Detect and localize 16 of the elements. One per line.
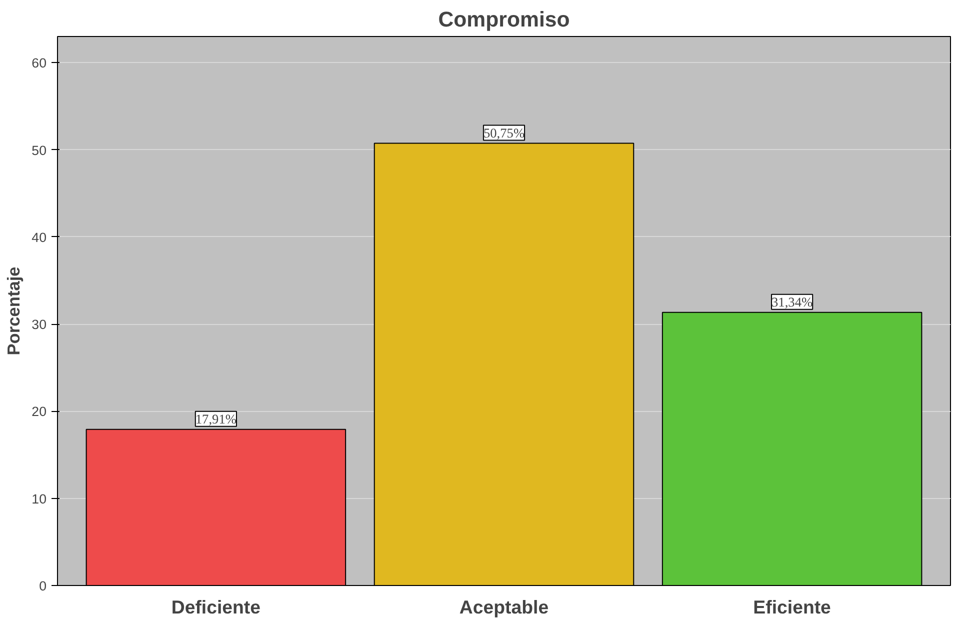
y-tick-label: 40 (32, 230, 47, 245)
x-tick-label: Deficiente (171, 596, 261, 618)
y-tick-label: 0 (39, 578, 47, 594)
data-label: 17,91% (195, 411, 236, 426)
chart-title: Compromiso (438, 8, 570, 32)
bar (374, 142, 634, 586)
y-tick-label: 30 (32, 317, 47, 332)
y-tick-label: 20 (32, 404, 47, 420)
y-tick-label: 60 (32, 56, 47, 71)
y-tick-label: 50 (32, 142, 47, 158)
bar (662, 312, 922, 586)
y-axis-title: Porcentaje (4, 266, 24, 356)
y-tick-label: 10 (32, 491, 47, 506)
bar (86, 428, 346, 586)
x-tick-label: Aceptable (459, 596, 549, 618)
x-tick-label: Eficiente (753, 596, 831, 618)
